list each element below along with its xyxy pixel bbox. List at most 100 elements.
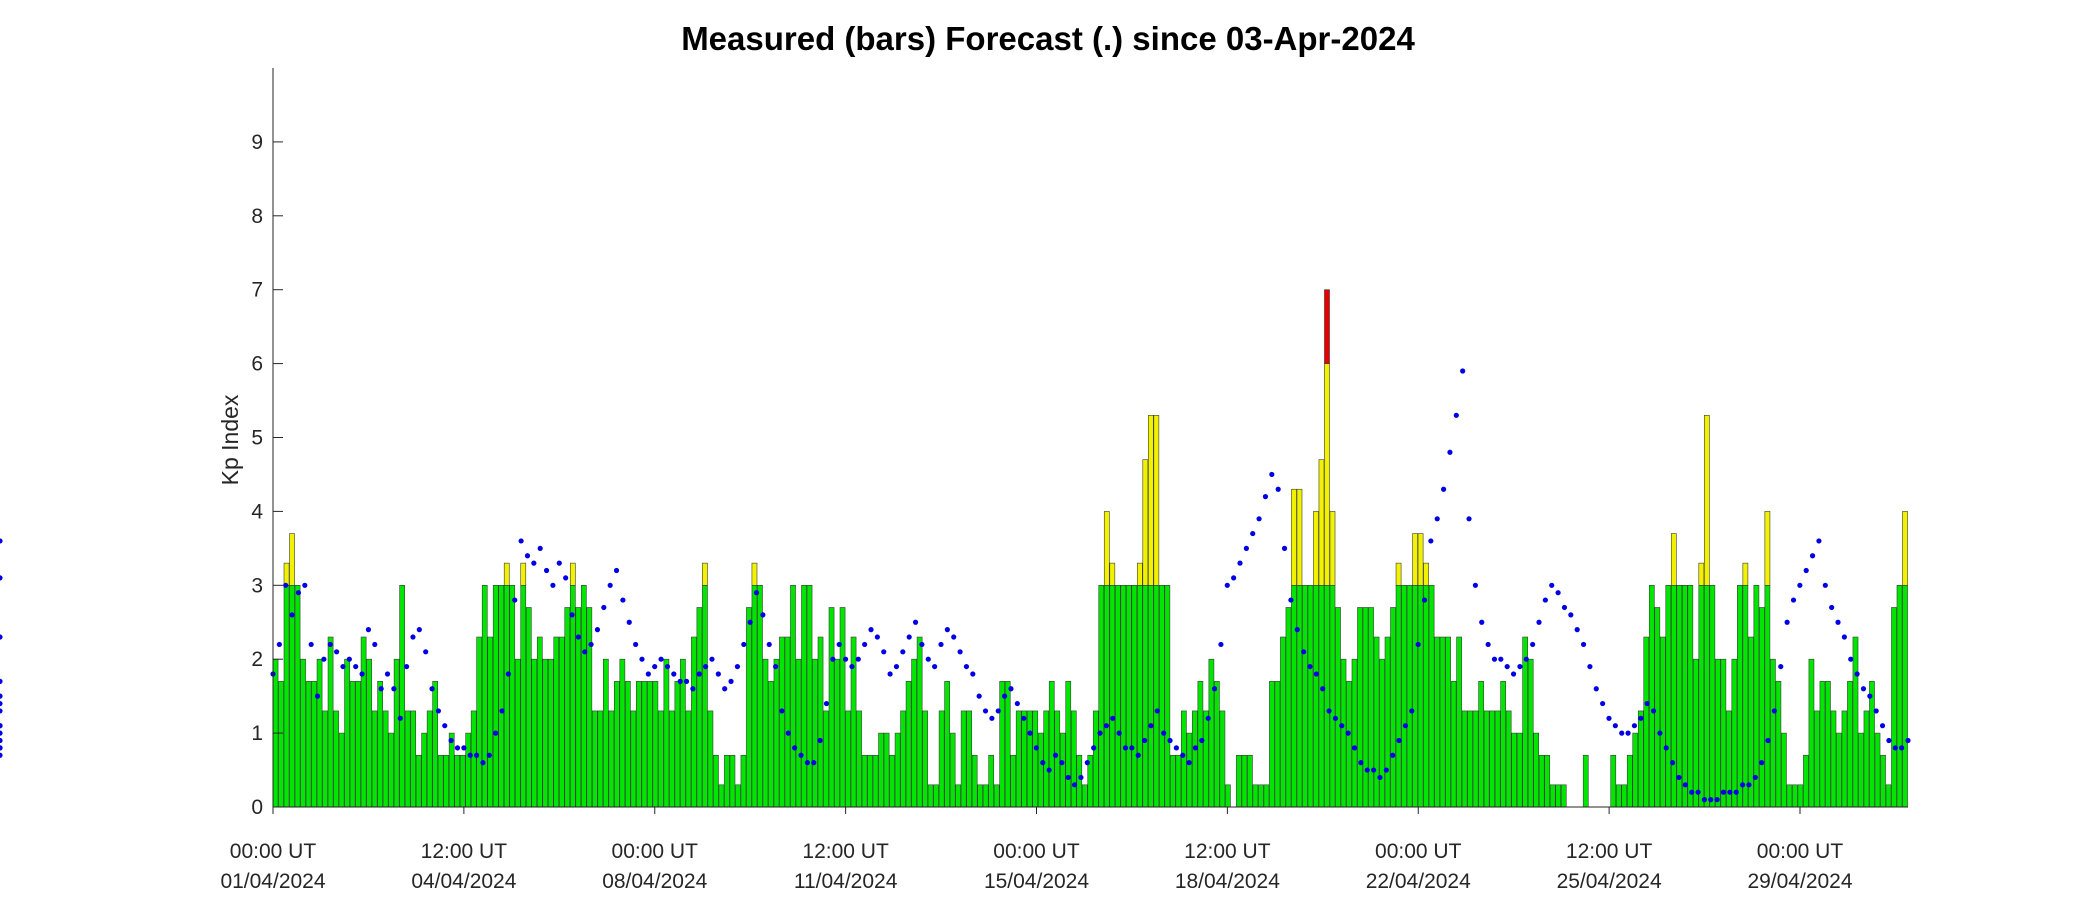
- measured-bar: [966, 710, 973, 808]
- measured-bar: [1483, 710, 1490, 808]
- measured-bar: [311, 681, 317, 808]
- bar-active-segment: [1742, 562, 1749, 586]
- bar-quiet-segment: [1164, 584, 1171, 808]
- forecast-point: [696, 671, 702, 677]
- bar-quiet-segment: [1445, 636, 1451, 808]
- bar-quiet-segment: [1483, 710, 1490, 808]
- measured-bar: [1280, 636, 1286, 808]
- measured-bar: [1693, 658, 1699, 808]
- measured-bar: [1516, 732, 1523, 808]
- forecast-point: [1555, 590, 1561, 596]
- bar-active-segment: [1764, 511, 1771, 586]
- forecast-point: [1256, 516, 1262, 522]
- measured-bar: [922, 710, 928, 808]
- measured-bar: [1368, 607, 1374, 808]
- bar-quiet-segment: [426, 710, 433, 808]
- forecast-point: [569, 612, 575, 618]
- measured-bar: [492, 584, 499, 808]
- forecast-point: [1027, 730, 1033, 736]
- bar-quiet-segment: [569, 584, 576, 808]
- measured-bar: [784, 636, 791, 808]
- forecast-point: [372, 641, 378, 648]
- forecast-point: [1320, 686, 1326, 692]
- forecast-point: [518, 538, 524, 544]
- measured-bar: [1852, 636, 1859, 808]
- bar-quiet-segment: [652, 681, 659, 808]
- bar-quiet-segment: [481, 584, 488, 808]
- forecast-point: [1326, 708, 1332, 714]
- measured-bar: [1698, 562, 1705, 808]
- forecast-point: [1415, 641, 1421, 648]
- measured-bar: [1681, 584, 1688, 808]
- bar-quiet-segment: [1021, 710, 1028, 808]
- measured-bar: [432, 681, 439, 808]
- forecast-point: [1612, 723, 1618, 729]
- bar-quiet-segment: [1670, 584, 1677, 808]
- forecast-point: [1371, 767, 1377, 773]
- bar-quiet-segment: [487, 636, 494, 808]
- measured-bar: [1792, 784, 1798, 808]
- bar-quiet-segment: [740, 754, 747, 808]
- bar-quiet-segment: [1357, 607, 1363, 808]
- bar-quiet-segment: [1511, 732, 1518, 808]
- measured-bar: [1434, 636, 1440, 808]
- measured-bar: [751, 562, 758, 808]
- forecast-point: [1822, 582, 1828, 588]
- measured-bar: [1153, 415, 1160, 808]
- bar-quiet-segment: [1296, 584, 1303, 808]
- measured-bar: [1225, 784, 1231, 808]
- measured-bar: [817, 636, 824, 808]
- bar-quiet-segment: [1384, 636, 1391, 808]
- measured-bar: [1148, 415, 1154, 808]
- bar-quiet-segment: [1753, 584, 1760, 808]
- measured-bar: [580, 584, 587, 808]
- bar-quiet-segment: [1819, 681, 1826, 808]
- forecast-point: [1110, 715, 1116, 721]
- forecast-point: [1281, 545, 1288, 551]
- measured-bar: [327, 636, 334, 808]
- measured-bar: [459, 754, 466, 808]
- bar-quiet-segment: [1241, 754, 1248, 808]
- measured-bar: [1208, 658, 1215, 808]
- forecast-point: [1211, 686, 1218, 692]
- measured-bar: [1665, 584, 1672, 808]
- bar-quiet-segment: [823, 710, 829, 808]
- bar-quiet-segment: [933, 784, 939, 808]
- measured-bar: [305, 681, 312, 808]
- bar-quiet-segment: [636, 681, 642, 808]
- bar-quiet-segment: [1527, 658, 1534, 808]
- x-ticks: 00:00 UT 01/04/2024 12:00 UT 04/04/2024 00:0…: [220, 807, 1853, 893]
- measured-bar: [1445, 636, 1451, 808]
- bar-quiet-segment: [283, 584, 290, 808]
- bar-quiet-segment: [1252, 784, 1259, 808]
- bar-quiet-segment: [476, 636, 483, 808]
- forecast-point: [1498, 656, 1504, 662]
- measured-bar: [955, 784, 961, 808]
- bar-quiet-segment: [1114, 584, 1121, 808]
- measured-bar: [465, 732, 472, 808]
- bar-quiet-segment: [520, 584, 527, 808]
- bar-quiet-segment: [437, 754, 444, 808]
- measured-bar: [470, 710, 477, 808]
- forecast-point: [1275, 486, 1281, 492]
- measured-bar: [641, 681, 648, 808]
- forecast-point: [963, 663, 970, 670]
- forecast-point: [365, 627, 372, 633]
- bar-quiet-segment: [828, 607, 835, 808]
- measured-bar: [564, 607, 571, 808]
- measured-bar: [1770, 658, 1776, 808]
- measured-bar: [1070, 710, 1077, 808]
- bar-quiet-segment: [338, 732, 345, 808]
- measured-bar: [1621, 784, 1628, 808]
- forecast-point: [1122, 745, 1129, 751]
- forecast-point: [1161, 730, 1167, 736]
- measured-bar: [1269, 681, 1275, 808]
- forecast-point: [1033, 745, 1040, 751]
- measured-bar: [1472, 710, 1479, 808]
- measured-bar: [355, 681, 361, 808]
- bar-quiet-segment: [349, 681, 356, 808]
- bar-active-segment: [1423, 562, 1429, 586]
- bar-quiet-segment: [443, 754, 450, 808]
- bar-quiet-segment: [1302, 584, 1308, 808]
- measured-bar: [360, 636, 367, 808]
